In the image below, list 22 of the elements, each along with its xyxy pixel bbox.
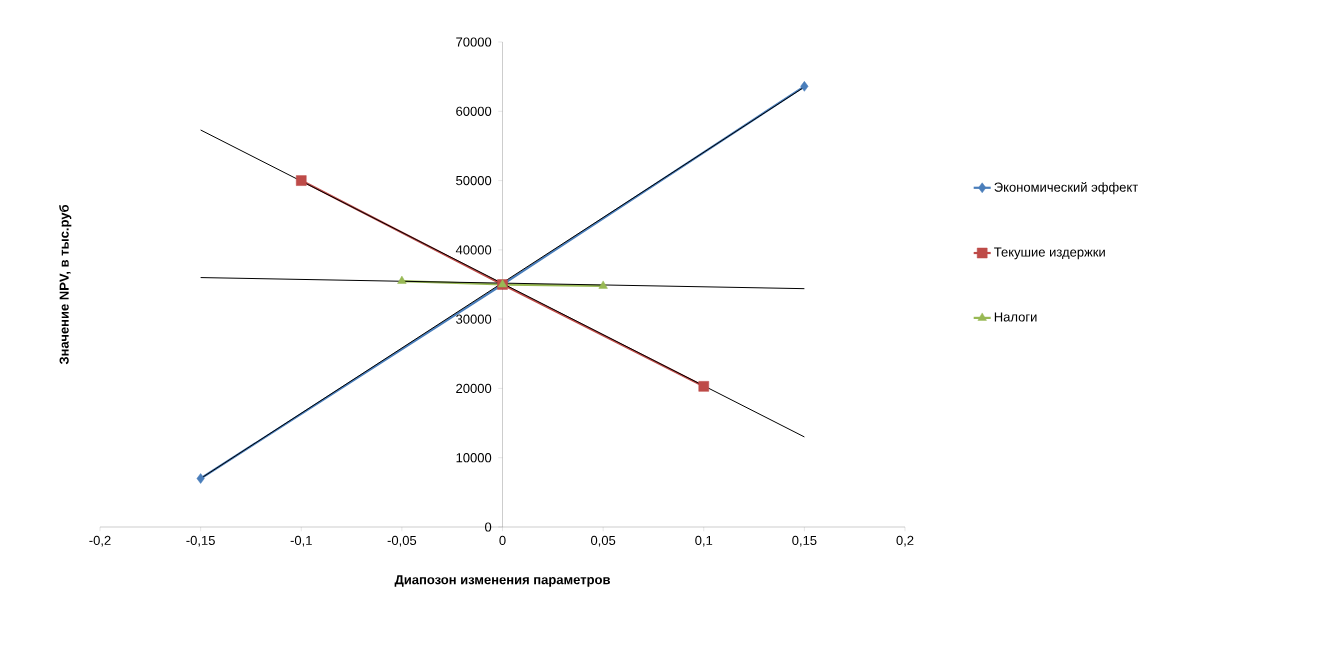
y-tick-label: 0 — [485, 522, 492, 532]
x-tick-label: 0,05 — [590, 535, 616, 547]
x-tick-label: 0,1 — [695, 535, 713, 547]
y-axis-title: Значение NPV, в тыс.руб — [59, 204, 72, 365]
x-tick-label: 0,15 — [792, 535, 817, 547]
x-tick-label: -0,05 — [387, 535, 417, 547]
x-tick-label: 0 — [499, 535, 506, 545]
legend-label: Экономический эффект — [994, 181, 1138, 195]
x-tick-label: 0,2 — [896, 535, 914, 547]
x-tick-label: -0,2 — [89, 535, 111, 547]
x-tick-label: -0,1 — [290, 535, 312, 547]
y-tick-label: 20000 — [456, 383, 492, 394]
x-tick-label: -0,15 — [186, 535, 215, 547]
y-tick-label: 10000 — [456, 453, 492, 463]
legend-label: Текушие издержки — [994, 247, 1105, 260]
y-tick-label: 30000 — [456, 314, 492, 324]
legend-label: Налоги — [994, 312, 1037, 322]
y-tick-label: 60000 — [456, 106, 492, 116]
x-axis-title: Диапозон изменения параметров — [394, 575, 610, 587]
y-tick-label: 40000 — [455, 245, 492, 255]
y-tick-label: 70000 — [456, 37, 492, 47]
y-tick-label: 50000 — [456, 175, 492, 186]
